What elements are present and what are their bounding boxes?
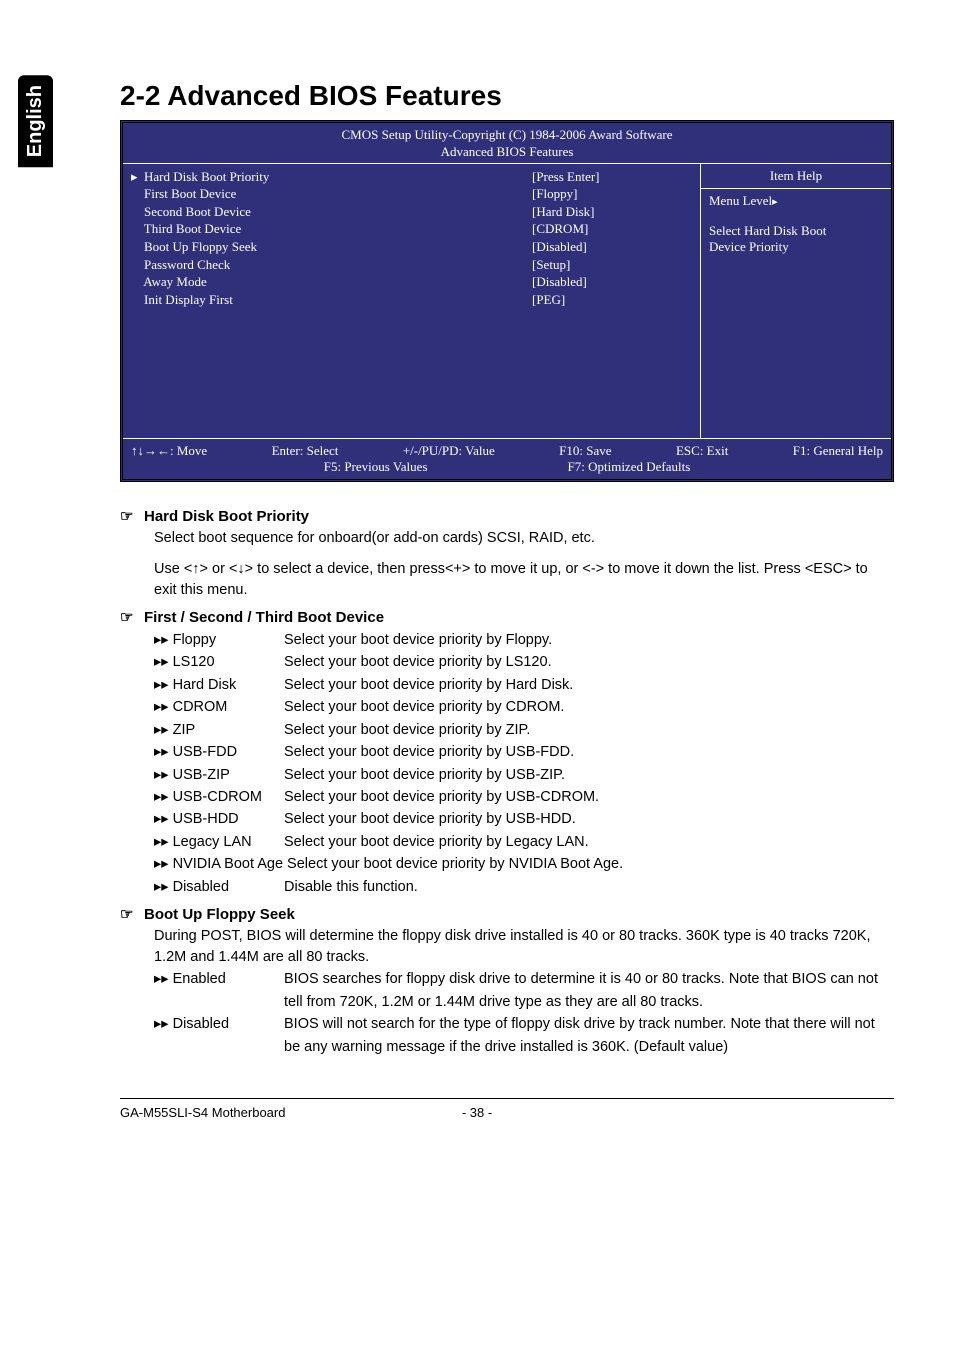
boot-option-row: ▸▸ Hard DiskSelect your boot device prio… (154, 674, 894, 696)
bios-key-value: +/-/PU/PD: Value (403, 443, 495, 459)
pointer-icon: ☞ (120, 607, 144, 629)
boot-option-row: ▸▸ USB-CDROMSelect your boot device prio… (154, 786, 894, 808)
bios-menu-level: Menu Level▸ (709, 193, 883, 209)
boot-option-desc: Disable this function. (284, 876, 894, 898)
bios-settings-panel: ▸ Hard Disk Boot Priority First Boot Dev… (123, 164, 701, 438)
bios-help-panel: Item Help Menu Level▸ Select Hard Disk B… (701, 164, 891, 438)
bios-header-line2: Advanced BIOS Features (123, 144, 891, 161)
bios-item-label: First Boot Device (131, 185, 532, 203)
boot-option-row: ▸▸ DisabledDisable this function. (154, 876, 894, 898)
bios-footer: ↑↓→←: Move Enter: Select +/-/PU/PD: Valu… (123, 438, 891, 479)
bios-item-label: Second Boot Device (131, 203, 532, 221)
bios-key-esc: ESC: Exit (676, 443, 728, 459)
boot-option-desc: Select your boot device priority by Hard… (284, 674, 894, 696)
boot-option-name: ▸▸ USB-HDD (154, 808, 284, 830)
pointer-icon: ☞ (120, 904, 144, 926)
page-content: 2-2 Advanced BIOS Features CMOS Setup Ut… (0, 0, 954, 1150)
section-title: 2-2 Advanced BIOS Features (120, 80, 894, 112)
bios-item-label: Third Boot Device (131, 220, 532, 238)
boot-option-desc: Select your boot device priority by ZIP. (284, 719, 894, 741)
boot-option-row: ▸▸ USB-HDDSelect your boot device priori… (154, 808, 894, 830)
bios-key-save: F10: Save (559, 443, 611, 459)
floppy-seek-head: ☞ Boot Up Floppy Seek (120, 904, 894, 926)
floppy-option-name: ▸▸ Enabled (154, 968, 284, 1013)
bios-help-text1: Select Hard Disk Boot (709, 223, 883, 239)
bios-key-opt: F7: Optimized Defaults (568, 459, 691, 475)
language-tab: English (18, 75, 53, 167)
boot-option-desc: Select your boot device priority by LS12… (284, 651, 894, 673)
boot-option-row: ▸▸ CDROMSelect your boot device priority… (154, 696, 894, 718)
bios-item-value: [Disabled] (532, 273, 692, 291)
bios-item-value: [PEG] (532, 291, 692, 309)
boot-option-name: ▸▸ Legacy LAN (154, 831, 284, 853)
bios-key-enter: Enter: Select (272, 443, 339, 459)
bios-item-label: Away Mode (131, 273, 532, 291)
boot-option-desc: Select your boot device priority by Flop… (284, 629, 894, 651)
bios-item-label: Boot Up Floppy Seek (131, 238, 532, 256)
boot-option-name: ▸▸ ZIP (154, 719, 284, 741)
boot-option-name: ▸▸ LS120 (154, 651, 284, 673)
floppy-option-desc: BIOS searches for floppy disk drive to d… (284, 968, 894, 1013)
bios-item-label: Password Check (131, 256, 532, 274)
floppy-option-name: ▸▸ Disabled (154, 1013, 284, 1058)
boot-device-title: First / Second / Third Boot Device (144, 607, 384, 629)
hd-priority-desc2: Use <↑> or <↓> to select a device, then … (154, 559, 894, 601)
boot-option-row: ▸▸ NVIDIA Boot Age Select your boot devi… (154, 853, 894, 875)
bios-key-move: ↑↓→←: Move (131, 443, 207, 459)
bios-key-prev: F5: Previous Values (324, 459, 428, 475)
bios-item-value: [Hard Disk] (532, 203, 692, 221)
boot-option-desc: Select your boot device priority by USB-… (284, 786, 894, 808)
bios-help-title: Item Help (701, 164, 891, 189)
floppy-option-row: ▸▸ DisabledBIOS will not search for the … (154, 1013, 894, 1058)
floppy-seek-desc: During POST, BIOS will determine the flo… (154, 926, 894, 968)
boot-option-row: ▸▸ LS120Select your boot device priority… (154, 651, 894, 673)
boot-option-name: ▸▸ Disabled (154, 876, 284, 898)
boot-option-name: ▸▸ USB-ZIP (154, 764, 284, 786)
bios-item-value: [Floppy] (532, 185, 692, 203)
pointer-icon: ☞ (120, 506, 144, 528)
floppy-seek-title: Boot Up Floppy Seek (144, 904, 295, 926)
hd-priority-head: ☞ Hard Disk Boot Priority (120, 506, 894, 528)
boot-option-row: ▸▸ FloppySelect your boot device priorit… (154, 629, 894, 651)
boot-option-name: ▸▸ CDROM (154, 696, 284, 718)
boot-device-head: ☞ First / Second / Third Boot Device (120, 607, 894, 629)
bios-help-text2: Device Priority (709, 239, 883, 255)
boot-option-desc: Select your boot device priority by USB-… (284, 764, 894, 786)
boot-option-row: ▸▸ Legacy LANSelect your boot device pri… (154, 831, 894, 853)
bios-item-label: Init Display First (131, 291, 532, 309)
bios-key-help: F1: General Help (793, 443, 883, 459)
boot-option-desc: Select your boot device priority by USB-… (284, 808, 894, 830)
boot-option-name: ▸▸ Floppy (154, 629, 284, 651)
bios-header-line1: CMOS Setup Utility-Copyright (C) 1984-20… (123, 127, 891, 144)
floppy-option-desc: BIOS will not search for the type of flo… (284, 1013, 894, 1058)
bios-screenshot: CMOS Setup Utility-Copyright (C) 1984-20… (120, 120, 894, 482)
bios-item-value: [CDROM] (532, 220, 692, 238)
boot-option-row: ▸▸ USB-ZIPSelect your boot device priori… (154, 764, 894, 786)
footer-center: - 38 - (0, 1105, 954, 1120)
floppy-option-row: ▸▸ EnabledBIOS searches for floppy disk … (154, 968, 894, 1013)
boot-option-name: ▸▸ USB-FDD (154, 741, 284, 763)
boot-option-desc: Select your boot device priority by CDRO… (284, 696, 894, 718)
boot-option-row: ▸▸ ZIPSelect your boot device priority b… (154, 719, 894, 741)
boot-option-name: ▸▸ Hard Disk (154, 674, 284, 696)
bios-item-label: ▸ Hard Disk Boot Priority (131, 168, 532, 186)
bios-header: CMOS Setup Utility-Copyright (C) 1984-20… (123, 123, 891, 164)
hd-priority-desc: Select boot sequence for onboard(or add-… (154, 528, 894, 549)
bios-item-value: [Setup] (532, 256, 692, 274)
bios-item-value: [Press Enter] (532, 168, 692, 186)
boot-option-desc: Select your boot device priority by Lega… (284, 831, 894, 853)
hd-priority-title: Hard Disk Boot Priority (144, 506, 309, 528)
bios-item-value: [Disabled] (532, 238, 692, 256)
boot-option-row: ▸▸ USB-FDDSelect your boot device priori… (154, 741, 894, 763)
boot-option-desc: Select your boot device priority by USB-… (284, 741, 894, 763)
boot-option-name: ▸▸ USB-CDROM (154, 786, 284, 808)
page-footer: GA-M55SLI-S4 Motherboard - 38 - (120, 1098, 894, 1120)
